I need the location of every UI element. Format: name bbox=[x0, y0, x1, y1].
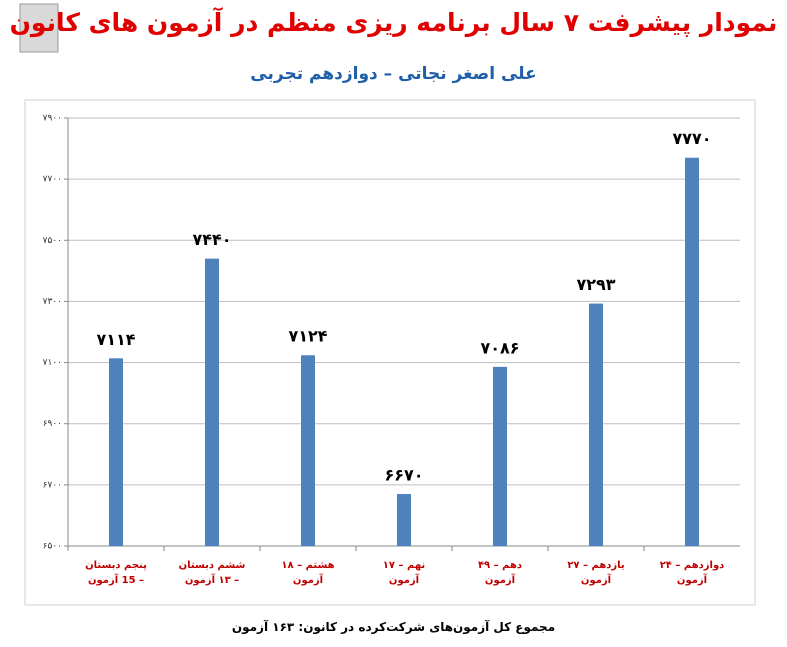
bar bbox=[397, 494, 411, 546]
y-tick-label: ۷۱۰۰ bbox=[43, 358, 62, 368]
y-tick-label: ۷۳۰۰ bbox=[43, 297, 62, 307]
x-tick-label: هشتم – ۱۸ آزمون bbox=[281, 560, 335, 586]
x-tick-label: دوازدهم – ۲۴ آزمون bbox=[659, 560, 725, 586]
x-tick-label: یازدهم – ۲۷ آزمون bbox=[567, 560, 625, 586]
data-label: ۷۴۴۰ bbox=[192, 230, 231, 249]
bar bbox=[589, 303, 603, 546]
chart-title: نمودار پیشرفت ۷ سال برنامه ریزی منظم در … bbox=[9, 8, 778, 37]
bar bbox=[685, 157, 699, 546]
y-tick-label: ۷۹۰۰ bbox=[43, 114, 62, 124]
logo bbox=[19, 3, 59, 53]
data-label: ۷۲۹۳ bbox=[576, 275, 615, 294]
x-tick-label: نهم – ۱۷ آزمون bbox=[382, 560, 426, 586]
bar bbox=[109, 358, 123, 546]
data-label: ۷۰۸۶ bbox=[480, 338, 519, 357]
y-tick-label: ۶۵۰۰ bbox=[43, 542, 62, 552]
y-tick-label: ۶۹۰۰ bbox=[43, 419, 62, 429]
y-tick-label: ۶۷۰۰ bbox=[43, 480, 62, 490]
x-tick-label: پنجم دبستان – 15 آزمون bbox=[85, 560, 147, 586]
data-label: ۶۶۷۰ bbox=[384, 466, 423, 485]
chart-subtitle: علی اصغر نجاتی – دوازدهم تجربی bbox=[250, 64, 537, 84]
bar bbox=[301, 355, 315, 546]
data-label: ۷۱۲۴ bbox=[288, 327, 327, 346]
y-tick-label: ۷۷۰۰ bbox=[43, 175, 62, 185]
x-tick-label: دهم – ۴۹ آزمون bbox=[477, 560, 523, 586]
data-label: ۷۱۱۴ bbox=[96, 330, 135, 349]
bar bbox=[205, 258, 219, 546]
bar bbox=[493, 366, 507, 546]
chart-frame bbox=[24, 99, 756, 606]
y-tick-label: ۷۵۰۰ bbox=[43, 236, 62, 246]
x-tick-label: ششم دبستان – ۱۳ آزمون bbox=[178, 560, 246, 586]
data-label: ۷۷۷۰ bbox=[672, 129, 711, 148]
footer-note: مجموع کل آزمون‌های شرکت‌کرده در کانون: ۱… bbox=[231, 620, 556, 634]
